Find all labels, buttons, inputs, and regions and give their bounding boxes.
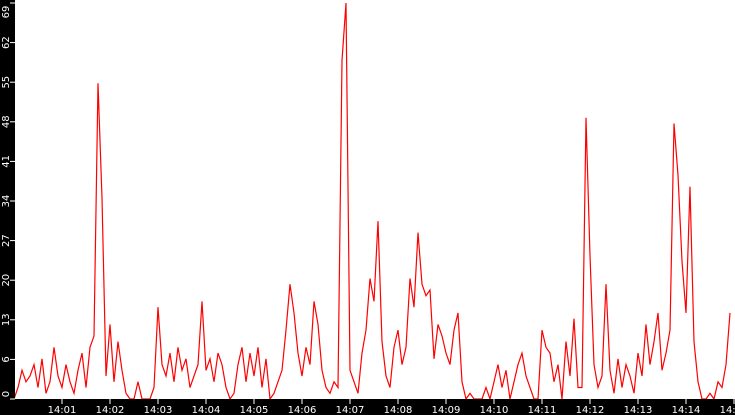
- x-tick-label: 14:10: [480, 405, 509, 415]
- x-tick-label: 14:08: [384, 405, 413, 415]
- y-axis-strip: [0, 0, 15, 415]
- y-tick-label: 0: [1, 391, 12, 397]
- x-tick-label: 14:07: [336, 405, 365, 415]
- y-tick-label: 20: [1, 274, 12, 287]
- x-tick-label: 14:11: [528, 405, 557, 415]
- y-tick-label: 55: [1, 76, 12, 89]
- y-tick-label: 34: [1, 195, 12, 208]
- x-tick-label: 14:09: [432, 405, 461, 415]
- x-axis: 14:01 14:02 14:03 14:04 14:05 14:06 14:07 14:08…: [48, 399, 735, 415]
- x-tick-label: 14:02: [96, 405, 125, 415]
- y-tick-label: 6: [1, 356, 12, 362]
- x-tick-label: 14:13: [624, 405, 653, 415]
- x-tick-label: 14:04: [192, 405, 221, 415]
- x-tick-label: 14:03: [144, 405, 173, 415]
- y-tick-label: 13: [1, 313, 12, 326]
- y-axis: 0 6 13 20 27 34 41 48 55 62 69: [1, 2, 15, 400]
- x-tick-label: 14:12: [576, 405, 605, 415]
- x-tick-label: 14:05: [240, 405, 269, 415]
- x-tick-label: 14:06: [288, 405, 317, 415]
- x-axis-strip: [0, 399, 735, 415]
- x-tick-label: 14:14: [672, 405, 701, 415]
- y-tick-label: 62: [1, 36, 12, 49]
- y-tick-label: 48: [1, 115, 12, 128]
- x-tick-label: 14:01: [48, 405, 77, 415]
- x-tick-label: 14:15: [720, 405, 735, 415]
- y-tick-label: 27: [1, 234, 12, 247]
- y-tick-label: 41: [1, 155, 12, 168]
- y-tick-label: 69: [1, 6, 12, 19]
